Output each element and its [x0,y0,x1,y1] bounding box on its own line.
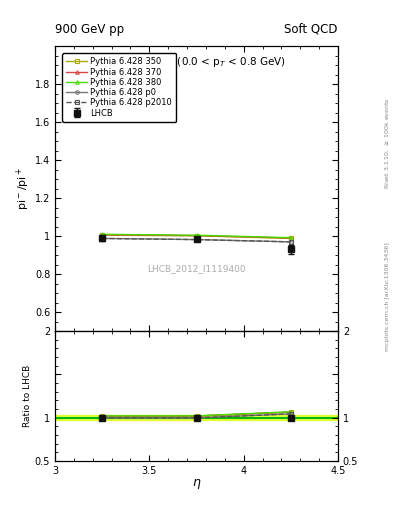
Pythia 6.428 380 [288,234,293,241]
Pythia 6.428 370 [194,232,199,239]
Pythia 6.428 350 [194,233,199,239]
Text: LHCB_2012_I1119400: LHCB_2012_I1119400 [147,264,246,273]
Text: 900 GeV pp: 900 GeV pp [55,23,124,36]
Pythia 6.428 p2010 [100,236,105,242]
Legend: Pythia 6.428 350, Pythia 6.428 370, Pythia 6.428 380, Pythia 6.428 p0, Pythia 6.: Pythia 6.428 350, Pythia 6.428 370, Pyth… [62,53,176,122]
X-axis label: $\eta$: $\eta$ [192,477,201,491]
Text: mcplots.cern.ch [arXiv:1306.3436]: mcplots.cern.ch [arXiv:1306.3436] [385,243,389,351]
Bar [55,415,338,420]
Pythia 6.428 380 [194,232,199,238]
Pythia 6.428 370 [288,235,293,241]
Pythia 6.428 350 [100,232,105,238]
Pythia 6.428 p0 [100,236,105,242]
Pythia 6.428 p0 [288,239,293,245]
Text: $\pi^-/\pi^+$ vs $|y|$ (0.0 < p$_T$ < 0.8 GeV): $\pi^-/\pi^+$ vs $|y|$ (0.0 < p$_T$ < 0.… [107,55,286,70]
Y-axis label: Ratio to LHCB: Ratio to LHCB [23,365,32,427]
Pythia 6.428 370 [100,232,105,238]
Line: Pythia 6.428 p0: Pythia 6.428 p0 [101,237,292,244]
Pythia 6.428 380 [100,231,105,238]
Text: Soft QCD: Soft QCD [285,23,338,36]
Line: Pythia 6.428 370: Pythia 6.428 370 [101,233,292,240]
Line: Pythia 6.428 p2010: Pythia 6.428 p2010 [101,237,292,244]
Line: Pythia 6.428 380: Pythia 6.428 380 [101,232,292,240]
Pythia 6.428 350 [288,236,293,242]
Pythia 6.428 p0 [194,237,199,243]
Text: Rivet 3.1.10, $\geq$ 100k events: Rivet 3.1.10, $\geq$ 100k events [383,97,391,189]
Y-axis label: pi$^-$/pi$^+$: pi$^-$/pi$^+$ [15,167,32,210]
Line: Pythia 6.428 350: Pythia 6.428 350 [101,233,292,240]
Pythia 6.428 p2010 [288,239,293,245]
Pythia 6.428 p2010 [194,237,199,243]
